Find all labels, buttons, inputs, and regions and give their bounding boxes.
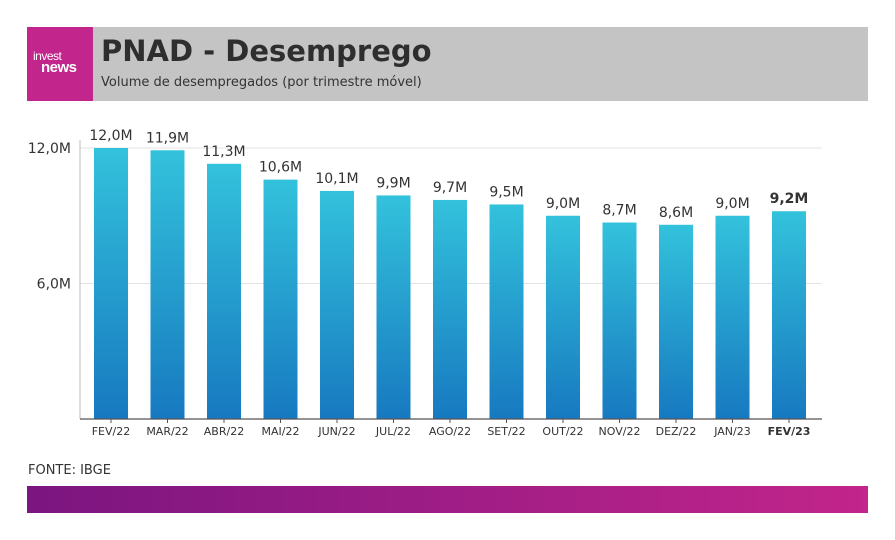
value-label: 10,1M	[315, 171, 358, 187]
x-tick-label: FEV/23	[768, 425, 811, 438]
bar-jul-22	[376, 195, 411, 419]
bar-set-22	[489, 204, 524, 419]
x-tick-label: AGO/22	[429, 425, 471, 438]
bar-nov-22	[602, 222, 637, 419]
bar-fev-23	[772, 211, 806, 419]
value-label: 9,7M	[433, 180, 467, 196]
bar-abr-22	[207, 163, 241, 419]
x-tick-label: MAR/22	[146, 425, 188, 438]
x-tick-label: MAI/22	[262, 425, 300, 438]
x-tick-label: SET/22	[487, 425, 525, 438]
x-tick-label: OUT/22	[542, 425, 583, 438]
value-label: 9,0M	[715, 196, 749, 212]
value-label: 9,2M	[770, 191, 809, 207]
bar-mai-22	[263, 179, 298, 419]
value-label: 9,5M	[489, 184, 523, 200]
value-label: 12,0M	[89, 128, 132, 144]
value-label: 11,9M	[146, 130, 189, 146]
footer-gradient-bar	[27, 486, 868, 513]
value-label: 9,9M	[376, 175, 410, 191]
x-tick-label: JUN/22	[317, 425, 355, 438]
bar-ago-22	[433, 199, 467, 419]
logo-text-top: invest	[33, 49, 62, 63]
x-tick-label: JUL/22	[375, 425, 411, 438]
y-tick-label: 6,0M	[37, 277, 71, 293]
bar-jun-22	[320, 190, 354, 419]
value-label: 10,6M	[259, 160, 302, 176]
value-label: 11,3M	[202, 144, 245, 160]
bar-fev-22	[94, 148, 128, 419]
chart-title: PNAD - Desemprego	[101, 34, 432, 68]
x-tick-label: ABR/22	[204, 425, 244, 438]
bar-dez-22	[659, 224, 693, 419]
bar-mar-22	[150, 150, 185, 419]
x-tick-label: NOV/22	[599, 425, 641, 438]
chart-subtitle: Volume de desempregados (por trimestre m…	[101, 75, 422, 90]
y-tick-label: 12,0M	[28, 141, 71, 157]
x-tick-label: FEV/22	[92, 425, 131, 438]
bar-out-22	[546, 215, 580, 419]
value-label: 9,0M	[546, 196, 580, 212]
x-tick-label: JAN/23	[713, 425, 751, 438]
investnews-logo: invest news	[27, 27, 93, 101]
value-label: 8,7M	[602, 203, 636, 219]
logo-text-bottom: news	[41, 59, 77, 76]
value-label: 8,6M	[659, 205, 693, 221]
header-band: invest news PNAD - Desemprego Volume de …	[27, 27, 868, 101]
watermark-text: investnews	[238, 219, 713, 326]
bar-jan-23	[715, 215, 750, 419]
source-note: FONTE: IBGE	[28, 463, 111, 478]
x-tick-label: DEZ/22	[656, 425, 697, 438]
